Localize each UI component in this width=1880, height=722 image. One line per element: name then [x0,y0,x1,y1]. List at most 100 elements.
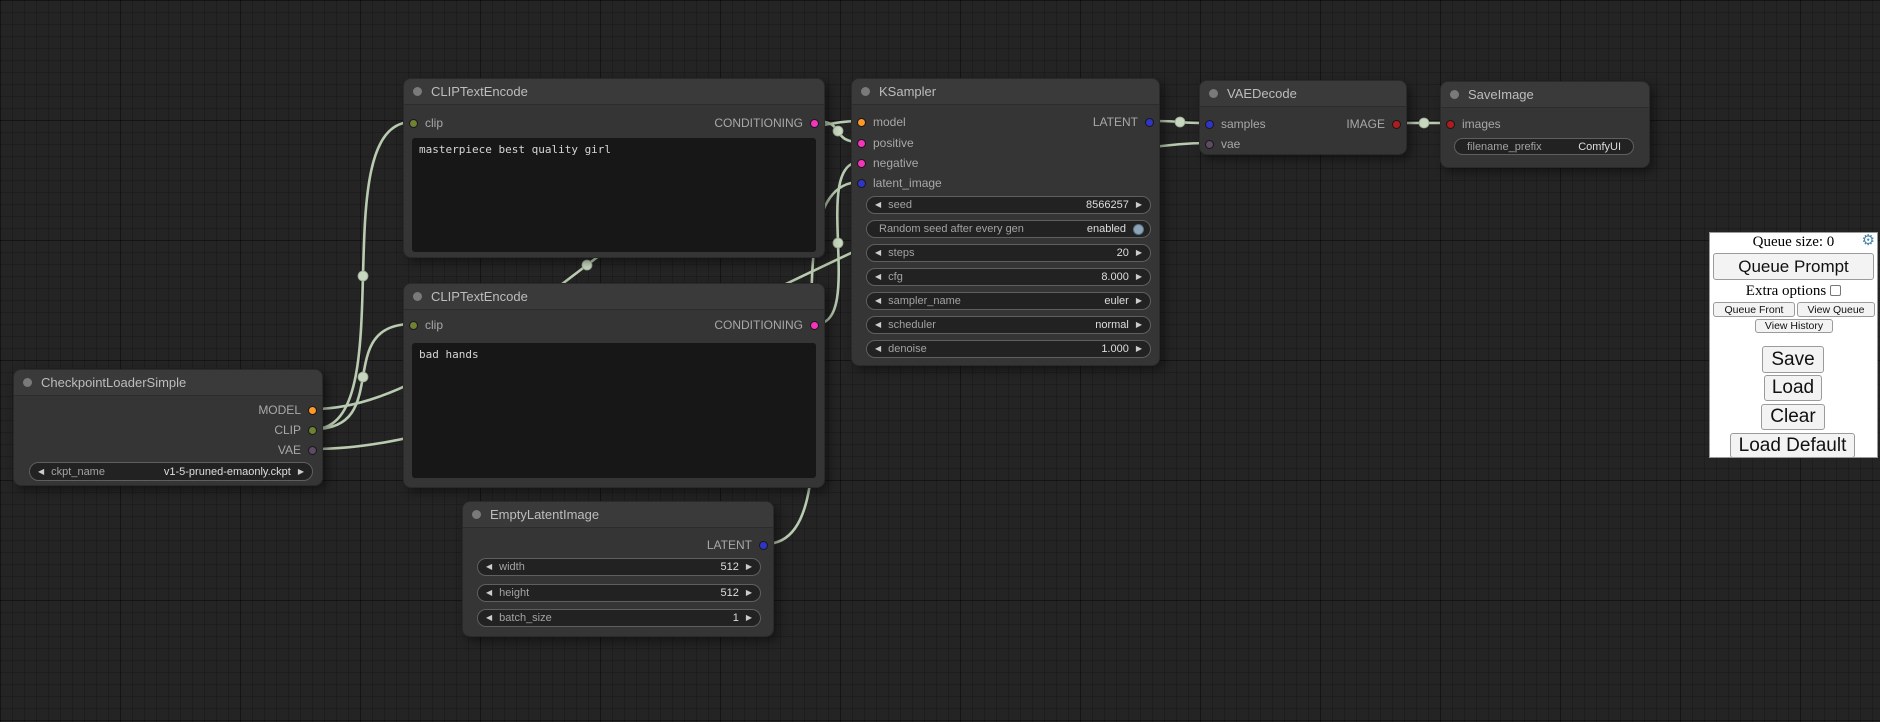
node-collapse-dot[interactable] [413,87,422,96]
output-slot-latent[interactable]: LATENT [707,535,768,555]
width-widget[interactable]: ◀ width 512 ▶ [477,558,761,576]
decrement-arrow-icon[interactable]: ◀ [486,613,493,622]
decrement-arrow-icon[interactable]: ◀ [875,320,882,329]
node-checkpoint-loader-simple[interactable]: CheckpointLoaderSimple MODEL CLIP VAE ◀ … [13,369,323,486]
denoise-widget[interactable]: ◀ denoise 1.000 ▶ [866,340,1151,358]
settings-gear-icon[interactable]: ⚙ [1861,232,1875,249]
input-slot-model[interactable]: model [857,112,906,132]
model-slot-icon[interactable] [308,405,317,415]
conditioning-slot-icon[interactable] [857,138,866,148]
increment-arrow-icon[interactable]: ▶ [1135,344,1142,353]
increment-arrow-icon[interactable]: ▶ [1135,248,1142,257]
node-title-bar[interactable]: SaveImage [1441,82,1649,108]
node-collapse-dot[interactable] [413,292,422,301]
prompt-textarea[interactable]: bad hands [412,343,816,478]
output-slot-vae[interactable]: VAE [278,440,317,460]
load-button[interactable]: Load [1764,375,1822,401]
increment-arrow-icon[interactable]: ▶ [1135,200,1142,209]
input-slot-samples[interactable]: samples [1205,114,1266,134]
conditioning-slot-icon[interactable] [857,158,866,168]
increment-arrow-icon[interactable]: ▶ [745,588,752,597]
view-history-button[interactable]: View History [1755,319,1833,333]
output-slot-conditioning[interactable]: CONDITIONING [714,113,819,133]
node-vae-decode[interactable]: VAEDecode samples vae IMAGE [1199,80,1407,155]
increment-arrow-icon[interactable]: ▶ [745,562,752,571]
conditioning-slot-icon[interactable] [810,118,819,128]
node-ksampler[interactable]: KSampler model positive negative latent_… [851,78,1160,366]
decrement-arrow-icon[interactable]: ◀ [486,562,493,571]
increment-arrow-icon[interactable]: ▶ [1135,320,1142,329]
queue-prompt-button[interactable]: Queue Prompt [1713,253,1874,280]
decrement-arrow-icon[interactable]: ◀ [486,588,493,597]
node-clip-text-encode-positive[interactable]: CLIPTextEncode clip CONDITIONING masterp… [403,78,825,258]
batch-size-widget[interactable]: ◀ batch_size 1 ▶ [477,609,761,627]
conditioning-slot-icon[interactable] [810,320,819,330]
input-slot-negative[interactable]: negative [857,153,918,173]
node-collapse-dot[interactable] [1450,90,1459,99]
increment-arrow-icon[interactable]: ▶ [297,466,304,476]
steps-widget[interactable]: ◀ steps 20 ▶ [866,244,1151,262]
input-slot-images[interactable]: images [1446,114,1501,134]
input-slot-clip[interactable]: clip [409,113,443,133]
clip-slot-icon[interactable] [409,118,418,128]
node-title-bar[interactable]: CLIPTextEncode [404,284,824,310]
node-title-bar[interactable]: KSampler [852,79,1159,105]
decrement-arrow-icon[interactable]: ◀ [875,248,882,257]
latent-slot-icon[interactable] [759,540,768,550]
output-slot-model[interactable]: MODEL [258,400,317,420]
increment-arrow-icon[interactable]: ▶ [1135,296,1142,305]
node-collapse-dot[interactable] [861,87,870,96]
decrement-arrow-icon[interactable]: ◀ [875,200,882,209]
decrement-arrow-icon[interactable]: ◀ [875,296,882,305]
output-slot-conditioning[interactable]: CONDITIONING [714,315,819,335]
decrement-arrow-icon[interactable]: ◀ [38,466,45,476]
queue-front-button[interactable]: Queue Front [1713,302,1795,317]
extra-options-checkbox[interactable] [1830,285,1842,296]
cfg-widget[interactable]: ◀ cfg 8.000 ▶ [866,268,1151,286]
random-seed-toggle-widget[interactable]: Random seed after every gen enabled [866,220,1151,238]
latent-slot-icon[interactable] [1145,117,1154,127]
increment-arrow-icon[interactable]: ▶ [745,613,752,622]
decrement-arrow-icon[interactable]: ◀ [875,272,882,281]
node-empty-latent-image[interactable]: EmptyLatentImage LATENT ◀ width 512 ▶ ◀ … [462,501,774,637]
vae-slot-icon[interactable] [1205,139,1214,149]
output-slot-image[interactable]: IMAGE [1346,114,1401,134]
view-queue-button[interactable]: View Queue [1797,302,1875,317]
input-slot-positive[interactable]: positive [857,133,914,153]
decrement-arrow-icon[interactable]: ◀ [875,344,882,353]
ckpt-name-widget[interactable]: ◀ ckpt_name v1-5-pruned-emaonly.ckpt ▶ [29,462,313,481]
toggle-enabled-icon[interactable] [1133,223,1144,235]
seed-widget[interactable]: ◀ seed 8566257 ▶ [866,196,1151,214]
clip-slot-icon[interactable] [409,320,418,330]
increment-arrow-icon[interactable]: ▶ [1135,272,1142,281]
clear-button[interactable]: Clear [1761,404,1825,430]
height-widget[interactable]: ◀ height 512 ▶ [477,584,761,602]
node-title-bar[interactable]: CLIPTextEncode [404,79,824,105]
node-collapse-dot[interactable] [1209,89,1218,98]
output-slot-latent[interactable]: LATENT [1093,112,1154,132]
image-slot-icon[interactable] [1446,119,1455,129]
input-slot-clip[interactable]: clip [409,315,443,335]
node-title-bar[interactable]: VAEDecode [1200,81,1406,107]
sampler-name-widget[interactable]: ◀ sampler_name euler ▶ [866,292,1151,310]
node-collapse-dot[interactable] [472,510,481,519]
node-save-image[interactable]: SaveImage images filename_prefix ComfyUI [1440,81,1650,168]
node-title-bar[interactable]: CheckpointLoaderSimple [14,370,322,396]
node-clip-text-encode-negative[interactable]: CLIPTextEncode clip CONDITIONING bad han… [403,283,825,488]
node-collapse-dot[interactable] [23,378,32,387]
filename-prefix-widget[interactable]: filename_prefix ComfyUI [1454,138,1634,155]
scheduler-widget[interactable]: ◀ scheduler normal ▶ [866,316,1151,334]
output-slot-clip[interactable]: CLIP [274,420,317,440]
model-slot-icon[interactable] [857,117,866,127]
prompt-textarea[interactable]: masterpiece best quality girl [412,138,816,252]
image-slot-icon[interactable] [1392,119,1401,129]
save-button[interactable]: Save [1762,346,1824,373]
input-slot-vae[interactable]: vae [1205,134,1240,154]
clip-slot-icon[interactable] [308,425,317,435]
latent-slot-icon[interactable] [1205,119,1214,129]
load-default-button[interactable]: Load Default [1730,433,1855,458]
node-title-bar[interactable]: EmptyLatentImage [463,502,773,528]
vae-slot-icon[interactable] [308,445,317,455]
input-slot-latent-image[interactable]: latent_image [857,173,942,193]
